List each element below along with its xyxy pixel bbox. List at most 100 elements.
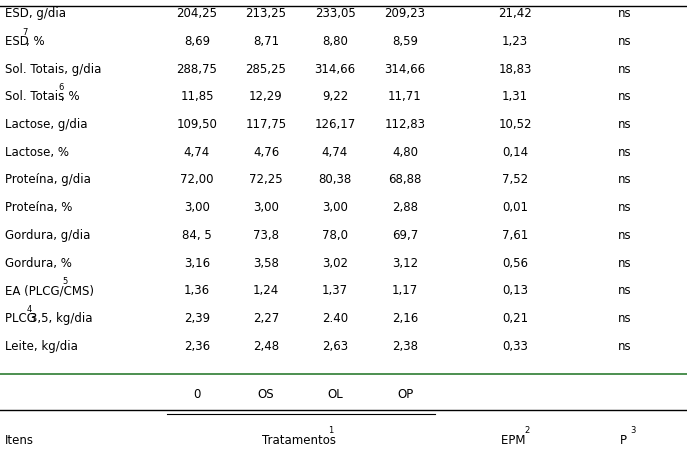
Text: ns: ns	[618, 7, 632, 20]
Text: ns: ns	[618, 201, 632, 214]
Text: 18,83: 18,83	[498, 63, 532, 76]
Text: 2: 2	[525, 426, 530, 435]
Text: ns: ns	[618, 91, 632, 103]
Text: Lactose, g/dia: Lactose, g/dia	[5, 118, 87, 131]
Text: P: P	[620, 433, 631, 446]
Text: 4: 4	[27, 304, 32, 314]
Text: 4,80: 4,80	[392, 146, 418, 159]
Text: 10,52: 10,52	[498, 118, 532, 131]
Text: 1,37: 1,37	[322, 284, 348, 297]
Text: ns: ns	[618, 256, 632, 269]
Text: 11,71: 11,71	[388, 91, 422, 103]
Text: 0: 0	[193, 388, 201, 401]
Text: 72,25: 72,25	[249, 174, 283, 187]
Text: 3: 3	[631, 426, 635, 435]
Text: 78,0: 78,0	[322, 229, 348, 242]
Text: 72,00: 72,00	[180, 174, 214, 187]
Text: 0,01: 0,01	[502, 201, 528, 214]
Text: 2,48: 2,48	[253, 340, 279, 353]
Text: 3,12: 3,12	[392, 256, 418, 269]
Text: 8,59: 8,59	[392, 35, 418, 48]
Text: , %: , %	[61, 91, 80, 103]
Text: ns: ns	[618, 284, 632, 297]
Text: 69,7: 69,7	[392, 229, 418, 242]
Text: 1,24: 1,24	[253, 284, 279, 297]
Text: ns: ns	[618, 118, 632, 131]
Text: 73,8: 73,8	[253, 229, 279, 242]
Text: 2,38: 2,38	[392, 340, 418, 353]
Text: 288,75: 288,75	[177, 63, 218, 76]
Text: 1,17: 1,17	[392, 284, 418, 297]
Text: ns: ns	[618, 146, 632, 159]
Text: ESD: ESD	[5, 35, 32, 48]
Text: 3,16: 3,16	[184, 256, 210, 269]
Text: 112,83: 112,83	[385, 118, 425, 131]
Text: 2,88: 2,88	[392, 201, 418, 214]
Text: , %: , %	[26, 35, 45, 48]
Text: 3,00: 3,00	[184, 201, 210, 214]
Text: OL: OL	[327, 388, 343, 401]
Text: 3,58: 3,58	[253, 256, 279, 269]
Text: Gordura, %: Gordura, %	[5, 256, 72, 269]
Text: 2,63: 2,63	[322, 340, 348, 353]
Text: EA (PLCG/CMS): EA (PLCG/CMS)	[5, 284, 94, 297]
Text: 0,33: 0,33	[502, 340, 528, 353]
Text: 8,69: 8,69	[184, 35, 210, 48]
Text: 233,05: 233,05	[315, 7, 355, 20]
Text: 4,76: 4,76	[253, 146, 279, 159]
Text: 7: 7	[23, 28, 28, 36]
Text: 2.40: 2.40	[322, 312, 348, 325]
Text: ns: ns	[618, 35, 632, 48]
Text: 1,23: 1,23	[502, 35, 528, 48]
Text: 2,27: 2,27	[253, 312, 279, 325]
Text: 1,36: 1,36	[184, 284, 210, 297]
Text: PLCG: PLCG	[5, 312, 40, 325]
Text: 8,71: 8,71	[253, 35, 279, 48]
Text: 204,25: 204,25	[177, 7, 218, 20]
Text: 2,39: 2,39	[184, 312, 210, 325]
Text: 117,75: 117,75	[245, 118, 286, 131]
Text: 3,00: 3,00	[322, 201, 348, 214]
Text: Proteína, g/dia: Proteína, g/dia	[5, 174, 91, 187]
Text: Leite, kg/dia: Leite, kg/dia	[5, 340, 78, 353]
Text: 3,00: 3,00	[253, 201, 279, 214]
Text: Sol. Totais, g/dia: Sol. Totais, g/dia	[5, 63, 102, 76]
Text: ns: ns	[618, 312, 632, 325]
Text: Itens: Itens	[5, 433, 34, 446]
Text: Lactose, %: Lactose, %	[5, 146, 69, 159]
Text: Tratamentos: Tratamentos	[262, 433, 340, 446]
Text: 2,36: 2,36	[184, 340, 210, 353]
Text: 314,66: 314,66	[315, 63, 356, 76]
Text: 80,38: 80,38	[318, 174, 352, 187]
Text: Proteína, %: Proteína, %	[5, 201, 72, 214]
Text: 6: 6	[58, 83, 63, 92]
Text: 4,74: 4,74	[322, 146, 348, 159]
Text: 9,22: 9,22	[322, 91, 348, 103]
Text: OS: OS	[258, 388, 274, 401]
Text: OP: OP	[397, 388, 413, 401]
Text: ns: ns	[618, 229, 632, 242]
Text: 0,56: 0,56	[502, 256, 528, 269]
Text: 1,31: 1,31	[502, 91, 528, 103]
Text: 314,66: 314,66	[385, 63, 425, 76]
Text: 0,21: 0,21	[502, 312, 528, 325]
Text: 109,50: 109,50	[177, 118, 218, 131]
Text: 0,14: 0,14	[502, 146, 528, 159]
Text: 1: 1	[328, 426, 334, 435]
Text: 7,61: 7,61	[502, 229, 528, 242]
Text: 7,52: 7,52	[502, 174, 528, 187]
Text: 12,29: 12,29	[249, 91, 283, 103]
Text: 68,88: 68,88	[388, 174, 422, 187]
Text: ns: ns	[618, 174, 632, 187]
Text: 2,16: 2,16	[392, 312, 418, 325]
Text: 0,13: 0,13	[502, 284, 528, 297]
Text: 5: 5	[63, 277, 68, 286]
Text: ns: ns	[618, 340, 632, 353]
Text: 8,80: 8,80	[322, 35, 348, 48]
Text: Gordura, g/dia: Gordura, g/dia	[5, 229, 91, 242]
Text: 11,85: 11,85	[180, 91, 214, 103]
Text: ESD, g/dia: ESD, g/dia	[5, 7, 66, 20]
Text: 209,23: 209,23	[385, 7, 425, 20]
Text: 3,02: 3,02	[322, 256, 348, 269]
Text: 285,25: 285,25	[245, 63, 286, 76]
